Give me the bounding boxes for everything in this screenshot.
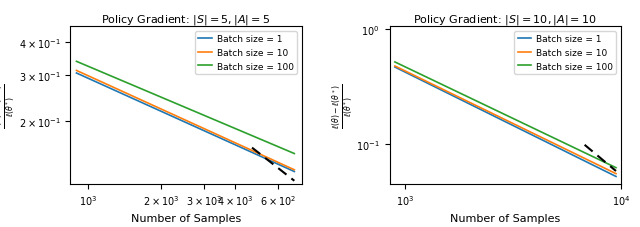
Batch size = 1 xyxy=(291,170,298,173)
Batch size = 10 xyxy=(270,159,278,162)
Batch size = 1 xyxy=(202,131,210,133)
Batch size = 100 xyxy=(526,126,534,128)
Batch size = 100 xyxy=(202,115,209,118)
Batch size = 10 xyxy=(206,130,214,133)
Line: Batch size = 1: Batch size = 1 xyxy=(76,74,294,172)
Batch size = 10 xyxy=(72,70,80,72)
X-axis label: Number of Samples: Number of Samples xyxy=(450,213,560,223)
Line: Batch size = 10: Batch size = 10 xyxy=(395,67,616,174)
Batch size = 10 xyxy=(202,128,209,131)
Batch size = 100 xyxy=(72,61,80,63)
Legend: Batch size = 1, Batch size = 10, Batch size = 100: Batch size = 1, Batch size = 10, Batch s… xyxy=(195,32,297,75)
Batch size = 1 xyxy=(392,67,399,69)
Batch size = 10 xyxy=(202,129,210,131)
Y-axis label: $\frac{\ell(\theta) - \ell(\theta^*)}{\ell(\theta^*)}$: $\frac{\ell(\theta) - \ell(\theta^*)}{\e… xyxy=(331,83,355,128)
Batch size = 100 xyxy=(577,150,585,153)
Batch size = 100 xyxy=(270,144,278,147)
Batch size = 1 xyxy=(591,165,599,168)
Batch size = 1 xyxy=(612,175,620,178)
Batch size = 100 xyxy=(256,138,264,141)
Batch size = 100 xyxy=(291,153,298,155)
Batch size = 10 xyxy=(523,129,531,132)
Batch size = 10 xyxy=(577,156,585,158)
Line: Batch size = 100: Batch size = 100 xyxy=(76,62,294,154)
Y-axis label: $\frac{\ell(\theta) - \ell(\theta^*)}{\ell(\theta^*)}$: $\frac{\ell(\theta) - \ell(\theta^*)}{\e… xyxy=(0,83,17,128)
Batch size = 1 xyxy=(523,131,531,134)
Batch size = 100 xyxy=(591,157,599,159)
Batch size = 1 xyxy=(202,130,209,133)
Batch size = 1 xyxy=(526,133,534,136)
Title: Policy Gradient: $|S| = 5, |A| = 5$: Policy Gradient: $|S| = 5, |A| = 5$ xyxy=(101,13,271,27)
Batch size = 10 xyxy=(522,129,530,131)
Title: Policy Gradient: $|S| = 10, |A| = 10$: Policy Gradient: $|S| = 10, |A| = 10$ xyxy=(413,13,597,27)
Batch size = 100 xyxy=(392,62,399,64)
Batch size = 10 xyxy=(591,163,599,165)
Line: Batch size = 1: Batch size = 1 xyxy=(395,68,616,177)
Batch size = 1 xyxy=(74,73,81,75)
Batch size = 1 xyxy=(206,132,214,135)
Batch size = 100 xyxy=(391,61,399,64)
Batch size = 1 xyxy=(72,72,80,75)
Batch size = 10 xyxy=(392,66,399,68)
Batch size = 100 xyxy=(522,124,530,126)
X-axis label: Number of Samples: Number of Samples xyxy=(131,213,241,223)
Batch size = 10 xyxy=(612,173,620,175)
Batch size = 100 xyxy=(612,167,620,169)
Batch size = 10 xyxy=(74,70,81,73)
Batch size = 100 xyxy=(206,117,214,120)
Batch size = 10 xyxy=(256,153,264,156)
Batch size = 10 xyxy=(526,131,534,134)
Batch size = 1 xyxy=(270,161,278,164)
Batch size = 1 xyxy=(522,131,530,134)
Batch size = 100 xyxy=(202,115,210,118)
Batch size = 1 xyxy=(391,66,399,69)
Line: Batch size = 10: Batch size = 10 xyxy=(76,71,294,170)
Legend: Batch size = 1, Batch size = 10, Batch size = 100: Batch size = 1, Batch size = 10, Batch s… xyxy=(514,32,616,75)
Line: Batch size = 100: Batch size = 100 xyxy=(395,63,616,168)
Batch size = 10 xyxy=(291,169,298,171)
Batch size = 100 xyxy=(74,61,81,64)
Batch size = 1 xyxy=(577,158,585,161)
Batch size = 100 xyxy=(523,124,531,127)
Batch size = 10 xyxy=(391,65,399,68)
Batch size = 1 xyxy=(256,155,264,158)
